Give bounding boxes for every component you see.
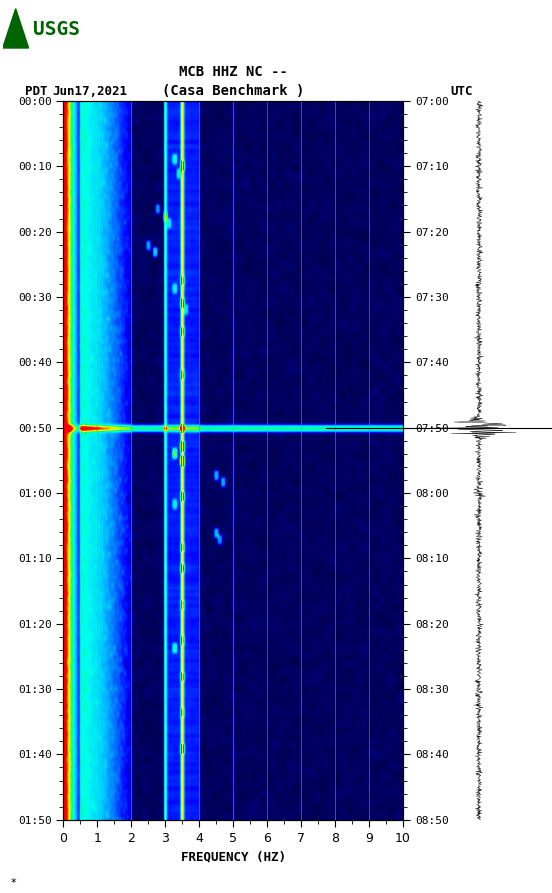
Text: (Casa Benchmark ): (Casa Benchmark ) — [162, 84, 304, 98]
Text: PDT: PDT — [25, 85, 47, 98]
Text: *: * — [11, 878, 17, 888]
Text: Jun17,2021: Jun17,2021 — [52, 85, 128, 98]
Text: UTC: UTC — [450, 85, 473, 98]
Polygon shape — [3, 9, 29, 48]
Text: USGS: USGS — [33, 21, 79, 39]
Text: MCB HHZ NC --: MCB HHZ NC -- — [179, 64, 288, 79]
X-axis label: FREQUENCY (HZ): FREQUENCY (HZ) — [181, 850, 286, 864]
